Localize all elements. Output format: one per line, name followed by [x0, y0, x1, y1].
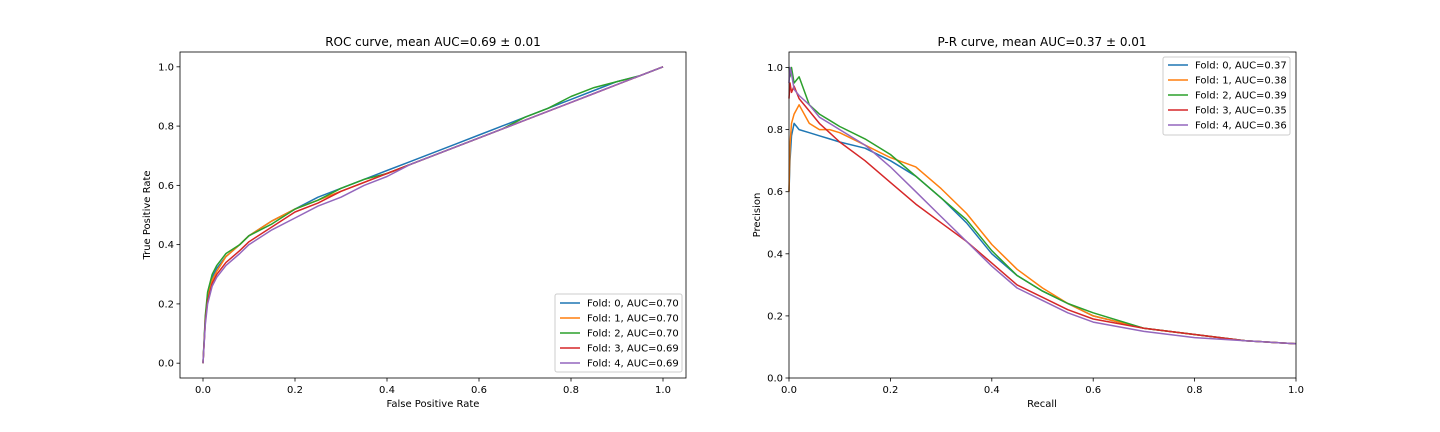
pr-curve-fold-1 [788, 104, 1297, 345]
roc-curve-fold-4 [202, 66, 664, 364]
roc-chart: ROC curve, mean AUC=0.69 ± 0.01 False Po… [142, 35, 687, 410]
roc-legend-label-4: Fold: 4, AUC=0.69 [587, 359, 679, 370]
roc-x-tick-label: 0.4 [379, 385, 395, 396]
roc-y-axis-label: True Positive Rate [142, 170, 153, 260]
pr-y-tick-label: 0.6 [767, 187, 783, 198]
pr-y-axis-label: Precision [752, 193, 763, 238]
roc-x-tick-label: 0.2 [287, 385, 303, 396]
pr-y-tick-label: 0.0 [767, 374, 783, 385]
pr-x-tick-label: 0.0 [781, 385, 797, 396]
roc-y-tick-label: 0.4 [158, 240, 174, 251]
pr-legend-label-2: Fold: 2, AUC=0.39 [1195, 91, 1287, 102]
pr-x-tick-label: 0.2 [882, 385, 898, 396]
roc-x-axis-label: False Positive Rate [387, 399, 480, 410]
roc-legend-label-2: Fold: 2, AUC=0.70 [587, 329, 679, 340]
pr-legend-box [1162, 56, 1291, 136]
pr-curve-fold-2 [788, 66, 1297, 345]
pr-curve-fold-4 [788, 66, 1297, 345]
pr-y-tick-label: 0.8 [767, 125, 783, 136]
roc-y-tick-label: 1.0 [158, 62, 174, 73]
pr-x-tick-label: 0.4 [984, 385, 1000, 396]
pr-x-axis-label: Recall [1027, 399, 1057, 410]
pr-legend-label-0: Fold: 0, AUC=0.37 [1195, 61, 1287, 72]
pr-curves [788, 66, 1297, 345]
pr-y-tick-label: 0.2 [767, 311, 783, 322]
pr-y-tick-label: 1.0 [767, 63, 783, 74]
roc-x-tick-label: 0.8 [563, 385, 579, 396]
pr-chart-title: P-R curve, mean AUC=0.37 ± 0.01 [937, 35, 1146, 49]
roc-curve-fold-2 [202, 66, 664, 364]
roc-legend-label-3: Fold: 3, AUC=0.69 [587, 344, 679, 355]
roc-y-tick-label: 0.2 [158, 299, 174, 310]
roc-curves [202, 66, 664, 364]
roc-plot-frame [179, 51, 687, 379]
pr-x-tick-label: 0.8 [1187, 385, 1203, 396]
pr-legend-label-3: Fold: 3, AUC=0.35 [1195, 106, 1287, 117]
roc-curve-fold-0 [202, 66, 664, 364]
pr-legend-label-1: Fold: 1, AUC=0.38 [1195, 76, 1287, 87]
roc-y-tick-label: 0.8 [158, 122, 174, 133]
roc-x-tick-label: 1.0 [655, 385, 671, 396]
roc-y-tick-label: 0.0 [158, 359, 174, 370]
pr-legend: Fold: 0, AUC=0.37 Fold: 1, AUC=0.38 Fold… [1162, 56, 1291, 136]
pr-axis-ticks: 0.0 0.2 0.4 0.6 0.8 1.0 0.0 0.2 0.4 0.6 0.8 1.0 [767, 63, 1304, 396]
roc-y-tick-label: 0.6 [158, 181, 174, 192]
roc-x-tick-label: 0.6 [471, 385, 487, 396]
roc-legend-label-0: Fold: 0, AUC=0.70 [587, 299, 679, 310]
roc-chart-title: ROC curve, mean AUC=0.69 ± 0.01 [325, 35, 541, 49]
pr-plot-frame [788, 51, 1297, 379]
roc-legend-box [554, 293, 683, 373]
roc-legend-label-1: Fold: 1, AUC=0.70 [587, 314, 679, 325]
pr-chart: P-R curve, mean AUC=0.37 ± 0.01 Recall P… [752, 35, 1304, 410]
pr-y-tick-label: 0.4 [767, 249, 783, 260]
roc-axis-ticks: 0.0 0.2 0.4 0.6 0.8 1.0 0.0 0.2 0.4 0.6 0.8 1.0 [158, 62, 671, 396]
pr-x-tick-label: 0.6 [1085, 385, 1101, 396]
pr-legend-label-4: Fold: 4, AUC=0.36 [1195, 121, 1287, 132]
roc-legend: Fold: 0, AUC=0.70 Fold: 1, AUC=0.70 Fold… [554, 293, 683, 373]
roc-x-tick-label: 0.0 [195, 385, 211, 396]
pr-curve-fold-0 [788, 122, 1297, 345]
pr-x-tick-label: 1.0 [1288, 385, 1304, 396]
